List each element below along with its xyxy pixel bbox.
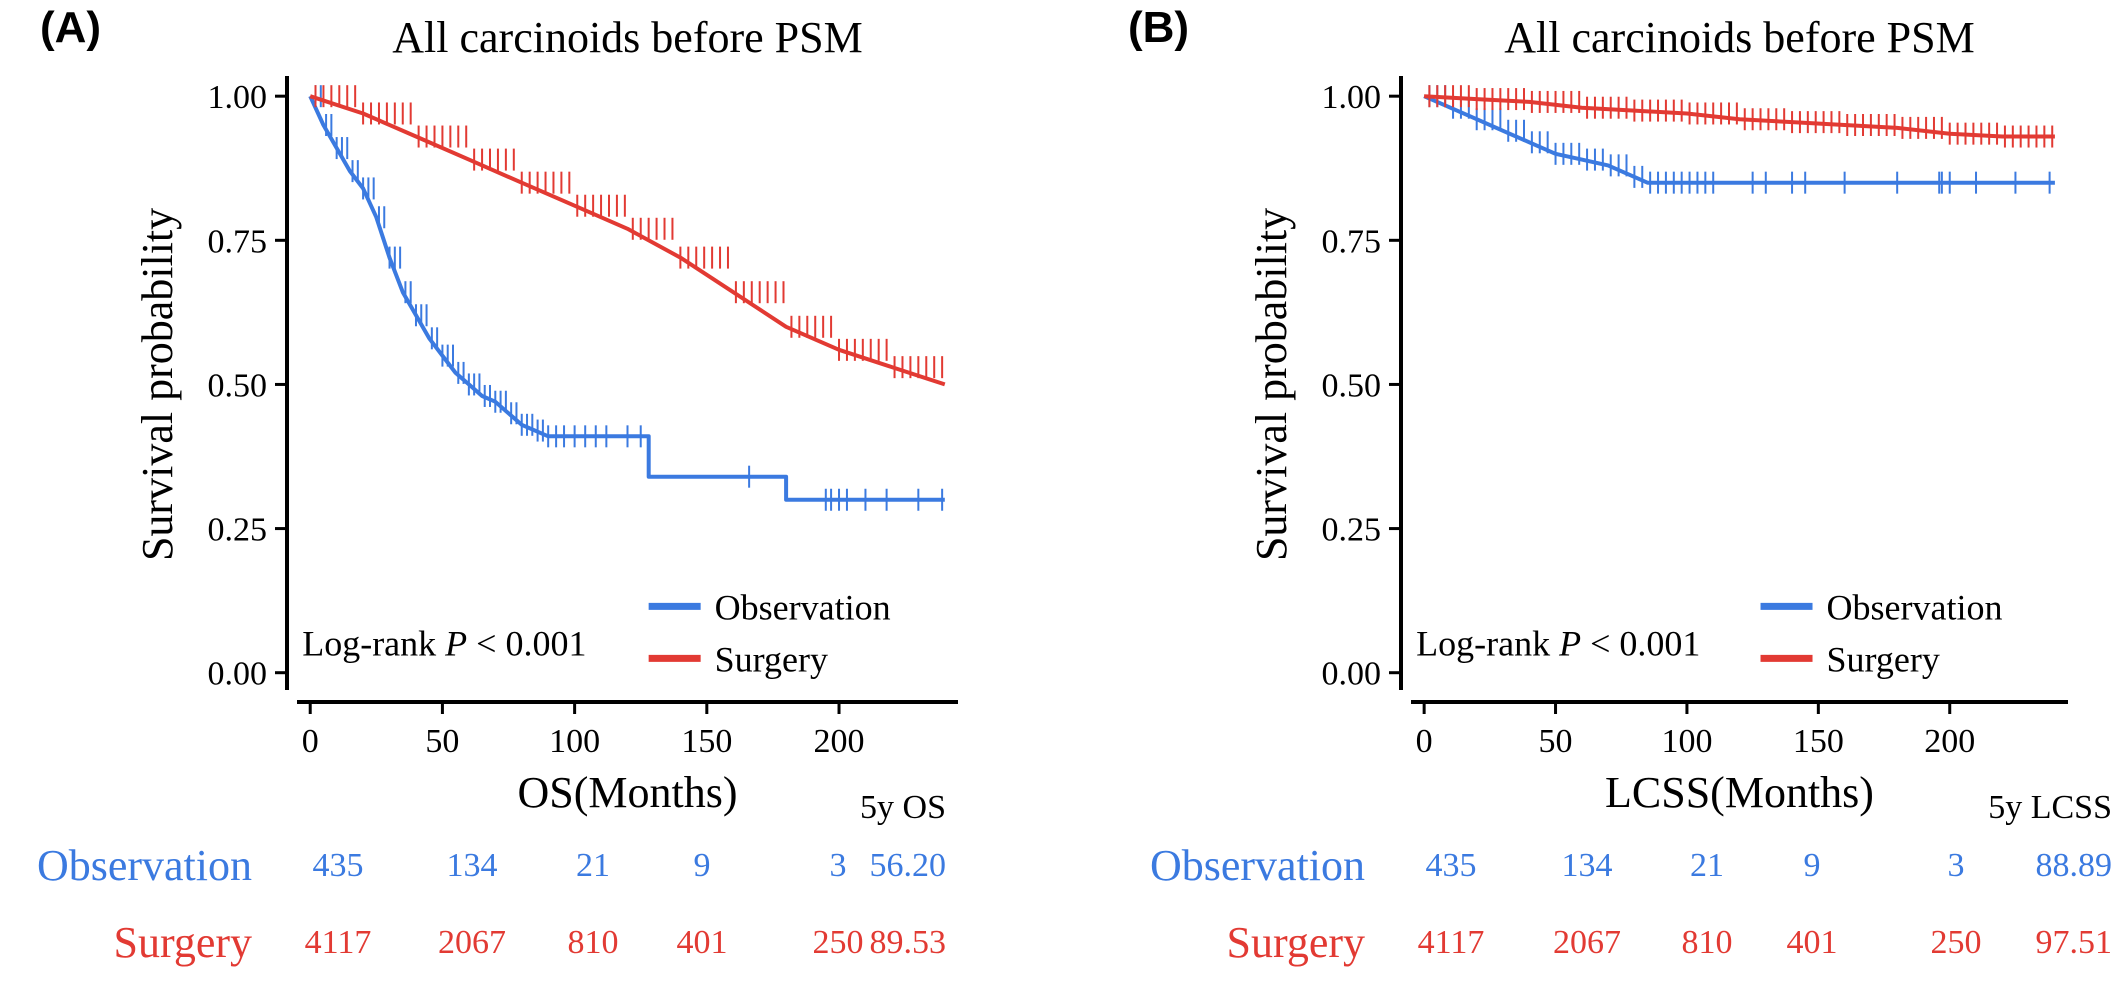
risk-count: 3	[830, 847, 847, 884]
risk-count: 21	[1690, 847, 1724, 884]
risk-count: 4117	[1418, 924, 1485, 961]
km-panel-2: (B) All carcinoids before PSM 0.00 0.25 0.50…	[1128, 3, 2112, 967]
x-tick-label: 150	[1793, 723, 1844, 760]
panel-label: (A)	[40, 3, 101, 52]
y-tick-label: 0.00	[208, 656, 268, 693]
five-year-rate: 89.53	[870, 924, 947, 961]
risk-count: 134	[1562, 847, 1613, 884]
risk-row-label: Observation	[1150, 841, 1365, 890]
risk-count: 810	[568, 924, 619, 961]
risk-count: 9	[1804, 847, 1821, 884]
legend-label: Observation	[1827, 587, 2003, 627]
x-tick-label: 0	[302, 723, 319, 760]
legend-label: Observation	[715, 587, 891, 627]
x-tick-label: 200	[1924, 723, 1975, 760]
y-tick-label: 1.00	[208, 79, 268, 116]
risk-count: 810	[1682, 924, 1733, 961]
x-tick-label: 150	[681, 723, 732, 760]
x-tick-label: 50	[425, 723, 459, 760]
five-year-rate: 88.89	[2036, 847, 2113, 884]
y-tick-label: 0.75	[1322, 223, 1382, 260]
legend-label: Surgery	[1827, 639, 1940, 679]
risk-count: 9	[694, 847, 711, 884]
risk-table-header: 5y OS	[860, 789, 946, 826]
y-tick-label: 0.25	[208, 512, 268, 549]
five-year-rate: 56.20	[870, 847, 947, 884]
risk-count: 401	[1787, 924, 1838, 961]
x-tick-label: 100	[549, 723, 600, 760]
survival-curve-surgery	[1423, 94, 2055, 139]
risk-row-label: Observation	[37, 841, 252, 890]
survival-curve-surgery	[309, 94, 946, 387]
x-tick-label: 0	[1416, 723, 1433, 760]
y-tick-label: 0.00	[1322, 656, 1382, 693]
risk-row-label: Surgery	[113, 918, 252, 967]
x-tick-label: 100	[1661, 723, 1712, 760]
y-tick-label: 0.25	[1322, 512, 1382, 549]
survival-curve-observation	[1423, 94, 2055, 185]
survival-curve-observation	[308, 95, 945, 502]
risk-count: 401	[677, 924, 728, 961]
risk-count: 134	[447, 847, 498, 884]
risk-count: 435	[1426, 847, 1477, 884]
y-tick-label: 0.50	[1322, 367, 1382, 404]
y-tick-label: 0.50	[208, 367, 268, 404]
y-axis-label: Survival probability	[1247, 208, 1296, 561]
risk-count: 2067	[1553, 924, 1621, 961]
risk-count: 21	[576, 847, 610, 884]
risk-table-header: 5y LCSS	[1988, 789, 2112, 826]
five-year-rate: 97.51	[2036, 924, 2113, 961]
risk-count: 250	[813, 924, 864, 961]
y-tick-label: 0.75	[208, 223, 268, 260]
risk-count: 2067	[438, 924, 506, 961]
chart-title: All carcinoids before PSM	[392, 13, 862, 62]
y-tick-label: 1.00	[1322, 79, 1382, 116]
km-panel-1: (A) All carcinoids before PSM 0.00 0.25 0.50…	[37, 3, 958, 967]
risk-count: 3	[1948, 847, 1965, 884]
x-tick-label: 200	[814, 723, 865, 760]
risk-count: 4117	[305, 924, 372, 961]
risk-row-label: Surgery	[1226, 918, 1365, 967]
logrank-annotation: Log-rank P < 0.001	[1416, 623, 1700, 663]
panel-label: (B)	[1128, 3, 1189, 52]
risk-count: 435	[313, 847, 364, 884]
chart-title: All carcinoids before PSM	[1504, 13, 1974, 62]
logrank-annotation: Log-rank P < 0.001	[302, 623, 586, 663]
y-axis-label: Survival probability	[133, 208, 182, 561]
x-tick-label: 50	[1539, 723, 1573, 760]
x-axis-label: LCSS(Months)	[1605, 768, 1874, 817]
legend-label: Surgery	[715, 639, 828, 679]
risk-count: 250	[1931, 924, 1982, 961]
x-axis-label: OS(Months)	[517, 768, 737, 817]
